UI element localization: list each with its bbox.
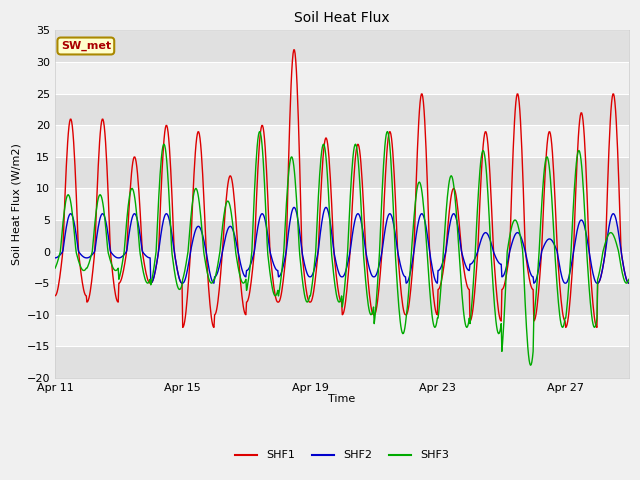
Bar bbox=[55, 220, 629, 252]
SHF1 bbox=[625, 280, 633, 286]
SHF2 bbox=[378, 251, 385, 257]
X-axis label: Time: Time bbox=[328, 394, 356, 404]
Y-axis label: Soil Heat Flux (W/m2): Soil Heat Flux (W/m2) bbox=[11, 143, 21, 265]
Bar bbox=[55, 252, 629, 283]
SHF2 bbox=[292, 207, 300, 213]
Bar bbox=[55, 94, 629, 125]
SHF3 bbox=[515, 228, 523, 233]
SHF3 bbox=[625, 276, 633, 282]
Bar bbox=[55, 157, 629, 188]
Legend: SHF1, SHF2, SHF3: SHF1, SHF2, SHF3 bbox=[231, 446, 453, 465]
Bar bbox=[55, 315, 629, 347]
SHF1 bbox=[179, 324, 186, 330]
SHF3 bbox=[291, 176, 299, 182]
Bar bbox=[55, 283, 629, 315]
Bar bbox=[55, 347, 629, 378]
Bar bbox=[55, 125, 629, 157]
Line: SHF3: SHF3 bbox=[55, 132, 629, 365]
Bar bbox=[55, 188, 629, 220]
SHF3 bbox=[72, 245, 79, 251]
SHF3 bbox=[527, 362, 534, 368]
SHF1 bbox=[290, 47, 298, 53]
SHF3 bbox=[256, 129, 264, 134]
SHF3 bbox=[377, 217, 385, 223]
SHF2 bbox=[187, 248, 195, 253]
SHF2 bbox=[290, 204, 298, 210]
SHF3 bbox=[186, 224, 194, 230]
SHF2 bbox=[147, 280, 155, 286]
SHF1 bbox=[378, 255, 385, 261]
Text: SW_met: SW_met bbox=[61, 41, 111, 51]
SHF1 bbox=[51, 293, 59, 299]
Bar bbox=[55, 30, 629, 62]
Line: SHF2: SHF2 bbox=[55, 207, 629, 283]
SHF1 bbox=[260, 136, 268, 142]
SHF2 bbox=[51, 255, 59, 261]
SHF2 bbox=[625, 280, 633, 286]
SHF1 bbox=[72, 177, 79, 183]
SHF1 bbox=[516, 108, 524, 113]
Bar bbox=[55, 62, 629, 94]
Line: SHF1: SHF1 bbox=[55, 50, 629, 327]
SHF1 bbox=[187, 245, 195, 251]
SHF2 bbox=[516, 232, 524, 238]
Title: Soil Heat Flux: Soil Heat Flux bbox=[294, 11, 390, 25]
SHF3 bbox=[51, 265, 59, 271]
SHF1 bbox=[292, 58, 300, 63]
SHF2 bbox=[72, 228, 79, 234]
SHF3 bbox=[260, 180, 268, 186]
SHF2 bbox=[260, 215, 268, 221]
